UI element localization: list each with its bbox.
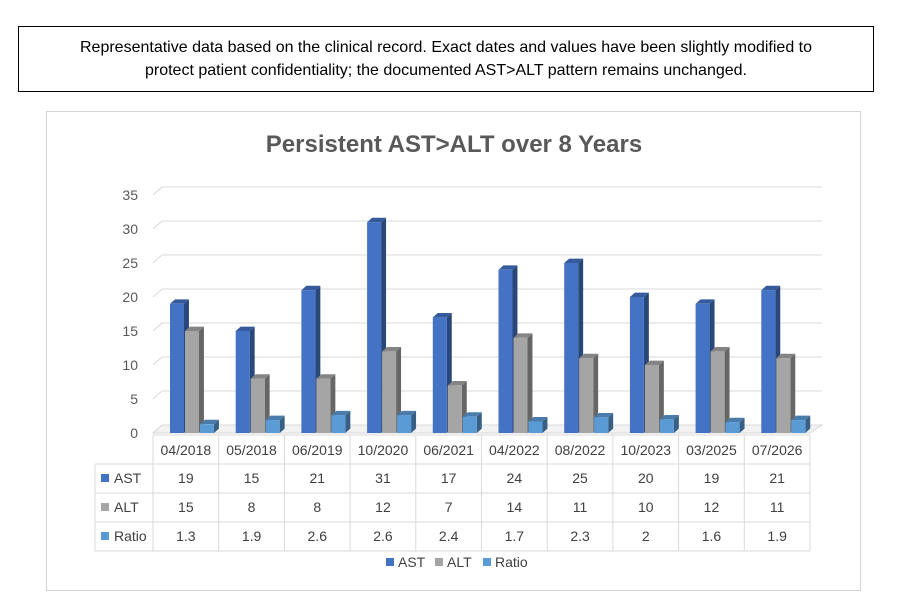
bar-alt-9: [710, 347, 730, 433]
gridline: [152, 390, 822, 400]
data-label-ratio: 2.6: [308, 528, 328, 544]
data-label-ast: 25: [572, 470, 588, 486]
data-label-alt: 15: [178, 499, 194, 515]
bar-ratio-1: [200, 419, 219, 433]
y-tick-label: 10: [122, 357, 138, 373]
bar-alt-1: [185, 326, 204, 433]
data-label-ast: 20: [638, 470, 654, 486]
legend-swatch: [435, 558, 443, 566]
table-row-label: Ratio: [114, 528, 147, 544]
category-label: 03/2025: [686, 442, 737, 458]
table-row-label: ALT: [114, 499, 139, 515]
category-label: 04/2018: [161, 442, 212, 458]
bar-ratio-8: [659, 415, 679, 433]
table-key-ast: [101, 474, 109, 482]
data-label-ratio: 1.7: [505, 528, 525, 544]
legend-item-alt: ALT: [435, 554, 472, 570]
data-label-ratio: 1.6: [702, 528, 722, 544]
bar-alt-10: [776, 353, 796, 433]
bar-ratio-4: [397, 410, 417, 433]
category-label: 10/2020: [358, 442, 409, 458]
category-label: 04/2022: [489, 442, 540, 458]
y-tick-label: 25: [122, 255, 138, 271]
data-label-ast: 15: [244, 470, 260, 486]
legend-swatch: [386, 558, 394, 566]
data-label-alt: 7: [445, 499, 453, 515]
category-label: 10/2023: [620, 442, 671, 458]
table-key-ratio: [101, 532, 109, 540]
bar-ratio-6: [528, 417, 548, 433]
data-label-ratio: 2: [642, 528, 650, 544]
y-tick-label: 5: [130, 391, 138, 407]
data-label-alt: 11: [770, 499, 785, 515]
gridline: [152, 220, 822, 230]
bar-ratio-5: [462, 412, 482, 433]
table-key-alt: [101, 503, 109, 511]
data-label-alt: 11: [573, 499, 588, 515]
gridline: [152, 356, 822, 366]
data-label-ratio: 2.4: [439, 528, 459, 544]
data-label-ast: 17: [441, 470, 457, 486]
data-label-ast: 24: [507, 470, 523, 486]
table-row-label: AST: [114, 470, 142, 486]
legend-label: ALT: [447, 554, 472, 570]
bar-alt-7: [579, 353, 599, 433]
data-label-alt: 12: [375, 499, 391, 515]
bar-ratio-9: [725, 417, 745, 433]
bar-alt-4: [382, 347, 402, 433]
category-label: 07/2026: [752, 442, 803, 458]
disclaimer-line-1: Representative data based on the clinica…: [80, 39, 812, 56]
data-label-ast: 19: [178, 470, 194, 486]
data-label-ratio: 1.9: [242, 528, 262, 544]
data-label-alt: 12: [704, 499, 720, 515]
legend-label: Ratio: [495, 554, 528, 570]
y-tick-label: 0: [130, 425, 138, 441]
gridline: [152, 254, 822, 264]
data-label-ratio: 1.9: [767, 528, 787, 544]
data-label-ast: 21: [309, 470, 325, 486]
data-label-alt: 14: [507, 499, 523, 515]
disclaimer-text: Representative data based on the clinica…: [66, 36, 826, 82]
category-label: 06/2019: [292, 442, 343, 458]
legend-item-ratio: Ratio: [483, 554, 528, 570]
gridline: [152, 322, 822, 332]
chart-title: Persistent AST>ALT over 8 Years: [266, 131, 642, 158]
gridline: [152, 288, 822, 298]
disclaimer-box: Representative data based on the clinica…: [18, 26, 874, 92]
data-label-ratio: 1.3: [176, 528, 196, 544]
data-label-alt: 10: [638, 499, 654, 515]
bar-alt-8: [644, 360, 664, 433]
bar-ratio-3: [331, 410, 351, 433]
category-label: 05/2018: [226, 442, 277, 458]
disclaimer-line-2: protect patient confidentiality; the doc…: [144, 62, 747, 79]
legend-swatch: [483, 558, 491, 566]
bar-alt-6: [513, 333, 533, 433]
category-label: 06/2021: [423, 442, 474, 458]
bar-ratio-2: [265, 415, 285, 433]
bar-ratio-10: [791, 415, 811, 433]
data-label-alt: 8: [248, 499, 256, 515]
gridline: [152, 186, 822, 196]
legend-label: AST: [398, 554, 426, 570]
y-tick-label: 15: [122, 323, 138, 339]
legend-item-ast: AST: [386, 554, 426, 570]
bar-ratio-7: [594, 412, 614, 433]
category-label: 08/2022: [555, 442, 606, 458]
y-tick-label: 30: [122, 221, 138, 237]
data-label-ast: 31: [375, 470, 391, 486]
data-label-ast: 21: [769, 470, 785, 486]
data-label-alt: 8: [313, 499, 321, 515]
data-label-ratio: 2.3: [570, 528, 590, 544]
data-label-ratio: 2.6: [373, 528, 393, 544]
y-tick-label: 20: [122, 289, 138, 305]
y-tick-label: 35: [122, 187, 138, 203]
data-label-ast: 19: [704, 470, 720, 486]
